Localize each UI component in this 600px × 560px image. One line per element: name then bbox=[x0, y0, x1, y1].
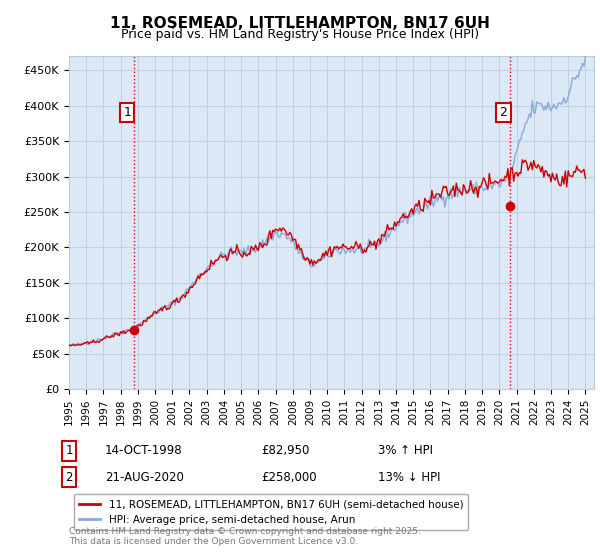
Text: £82,950: £82,950 bbox=[261, 444, 310, 458]
Text: 14-OCT-1998: 14-OCT-1998 bbox=[105, 444, 182, 458]
Text: 1: 1 bbox=[124, 106, 131, 119]
Text: 3% ↑ HPI: 3% ↑ HPI bbox=[378, 444, 433, 458]
Text: Contains HM Land Registry data © Crown copyright and database right 2025.
This d: Contains HM Land Registry data © Crown c… bbox=[69, 526, 421, 546]
Text: 21-AUG-2020: 21-AUG-2020 bbox=[105, 470, 184, 484]
Text: 2: 2 bbox=[65, 470, 73, 484]
Text: 13% ↓ HPI: 13% ↓ HPI bbox=[378, 470, 440, 484]
Text: 1: 1 bbox=[65, 444, 73, 458]
Legend: 11, ROSEMEAD, LITTLEHAMPTON, BN17 6UH (semi-detached house), HPI: Average price,: 11, ROSEMEAD, LITTLEHAMPTON, BN17 6UH (s… bbox=[74, 494, 469, 530]
Text: Price paid vs. HM Land Registry's House Price Index (HPI): Price paid vs. HM Land Registry's House … bbox=[121, 28, 479, 41]
Text: £258,000: £258,000 bbox=[261, 470, 317, 484]
Text: 11, ROSEMEAD, LITTLEHAMPTON, BN17 6UH: 11, ROSEMEAD, LITTLEHAMPTON, BN17 6UH bbox=[110, 16, 490, 31]
Text: 2: 2 bbox=[500, 106, 508, 119]
